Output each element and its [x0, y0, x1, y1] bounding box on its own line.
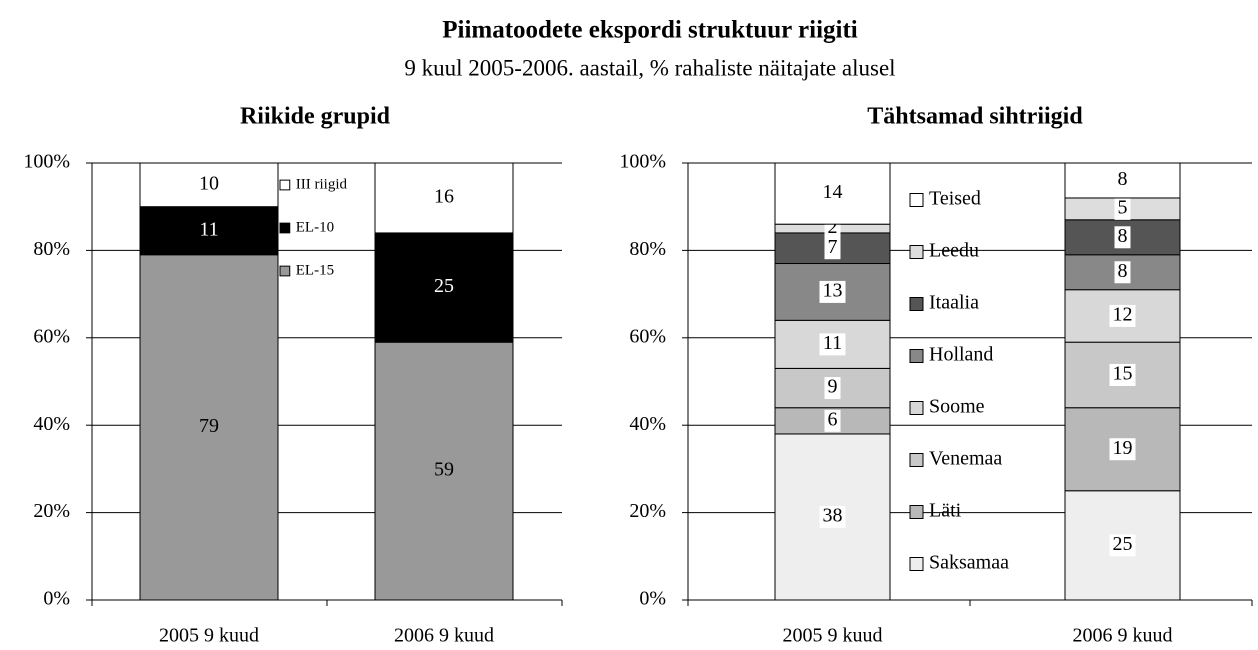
label-box [819, 182, 846, 205]
label-box [1114, 261, 1131, 284]
label-box [1114, 197, 1131, 220]
data-label: 11 [823, 332, 842, 354]
data-label: 79 [199, 415, 219, 437]
legend-label: Holland [929, 344, 993, 366]
x-tick-label: 2005 9 kuud [159, 625, 259, 647]
y-tick-label: 60% [33, 325, 70, 347]
bar-segment [374, 232, 514, 343]
data-label: 6 [828, 408, 838, 430]
y-tick-label: 60% [629, 325, 666, 347]
legend-label: Soome [929, 396, 985, 418]
legend-label: Teised [929, 188, 981, 210]
label-box [819, 333, 846, 356]
legend-swatch [909, 557, 924, 571]
y-tick-label: 100% [23, 151, 70, 173]
legend-label: Venemaa [929, 448, 1002, 470]
label-box [824, 409, 841, 432]
label-box [1109, 304, 1136, 327]
y-tick-label: 40% [629, 413, 666, 435]
data-label: 7 [828, 236, 838, 258]
y-tick-label: 20% [629, 500, 666, 522]
x-tick-label: 2006 9 kuud [1073, 625, 1173, 647]
data-label: 25 [1113, 533, 1133, 555]
y-tick-label: 40% [33, 413, 70, 435]
bar-segment [374, 341, 514, 601]
data-label: 5 [1118, 196, 1128, 218]
legend-swatch [909, 349, 924, 363]
legend-swatch [909, 505, 924, 519]
bar-segment [374, 162, 514, 234]
label-box [1109, 438, 1136, 461]
legend-swatch [909, 401, 924, 415]
legend-label: Läti [929, 500, 962, 522]
data-label: 15 [1113, 363, 1133, 385]
label-box [824, 237, 841, 260]
label-box [1114, 226, 1131, 249]
data-label: 38 [823, 505, 843, 527]
label-box [1109, 534, 1136, 557]
data-label: 2 [828, 216, 838, 238]
data-label: 25 [434, 275, 454, 297]
page-title: Piimatoodete ekspordi struktuur riigiti [442, 17, 858, 44]
data-label: 10 [199, 172, 219, 194]
legend-label: III riigid [296, 176, 348, 192]
data-label: 8 [1118, 168, 1128, 190]
bar-segment [139, 162, 279, 208]
legend-swatch [279, 222, 291, 234]
legend-swatch [909, 193, 924, 207]
y-tick-label: 80% [33, 238, 70, 260]
data-label: 9 [828, 376, 838, 398]
page-subtitle: 9 kuul 2005-2006. aastail, % rahaliste n… [404, 55, 895, 80]
y-tick-label: 0% [639, 588, 666, 610]
bar-segment [139, 254, 279, 601]
x-tick-label: 2005 9 kuud [783, 625, 883, 647]
y-tick-label: 80% [629, 238, 666, 260]
bar-segment [139, 206, 279, 256]
y-tick-label: 20% [33, 500, 70, 522]
data-label: 13 [823, 280, 843, 302]
chart-title: Riikide grupid [240, 104, 391, 130]
data-label: 16 [434, 186, 454, 208]
legend-swatch [909, 297, 924, 311]
data-label: 8 [1118, 260, 1128, 282]
data-label: 19 [1113, 437, 1133, 459]
legend-swatch [279, 265, 291, 277]
x-tick-label: 2006 9 kuud [394, 625, 494, 647]
label-box [819, 280, 846, 303]
label-box [824, 377, 841, 400]
data-label: 8 [1118, 225, 1128, 247]
y-tick-label: 100% [619, 151, 666, 173]
legend-swatch [909, 453, 924, 467]
legend-swatch [279, 179, 291, 191]
data-label: 59 [434, 459, 454, 481]
legend-label: Saksamaa [929, 552, 1009, 574]
legend-label: Leedu [929, 240, 979, 262]
data-label: 11 [199, 218, 218, 240]
data-label: 12 [1113, 304, 1133, 326]
legend-label: EL-10 [296, 219, 334, 235]
legend-label: EL-15 [296, 262, 334, 278]
legend-label: Itaalia [929, 292, 979, 314]
legend-swatch [909, 245, 924, 259]
label-box [819, 505, 846, 528]
chart-title: Tähtsamad sihtriigid [867, 104, 1083, 130]
label-box [1114, 169, 1131, 192]
data-label: 14 [823, 181, 843, 203]
label-box [1109, 363, 1136, 386]
y-tick-label: 0% [43, 588, 70, 610]
